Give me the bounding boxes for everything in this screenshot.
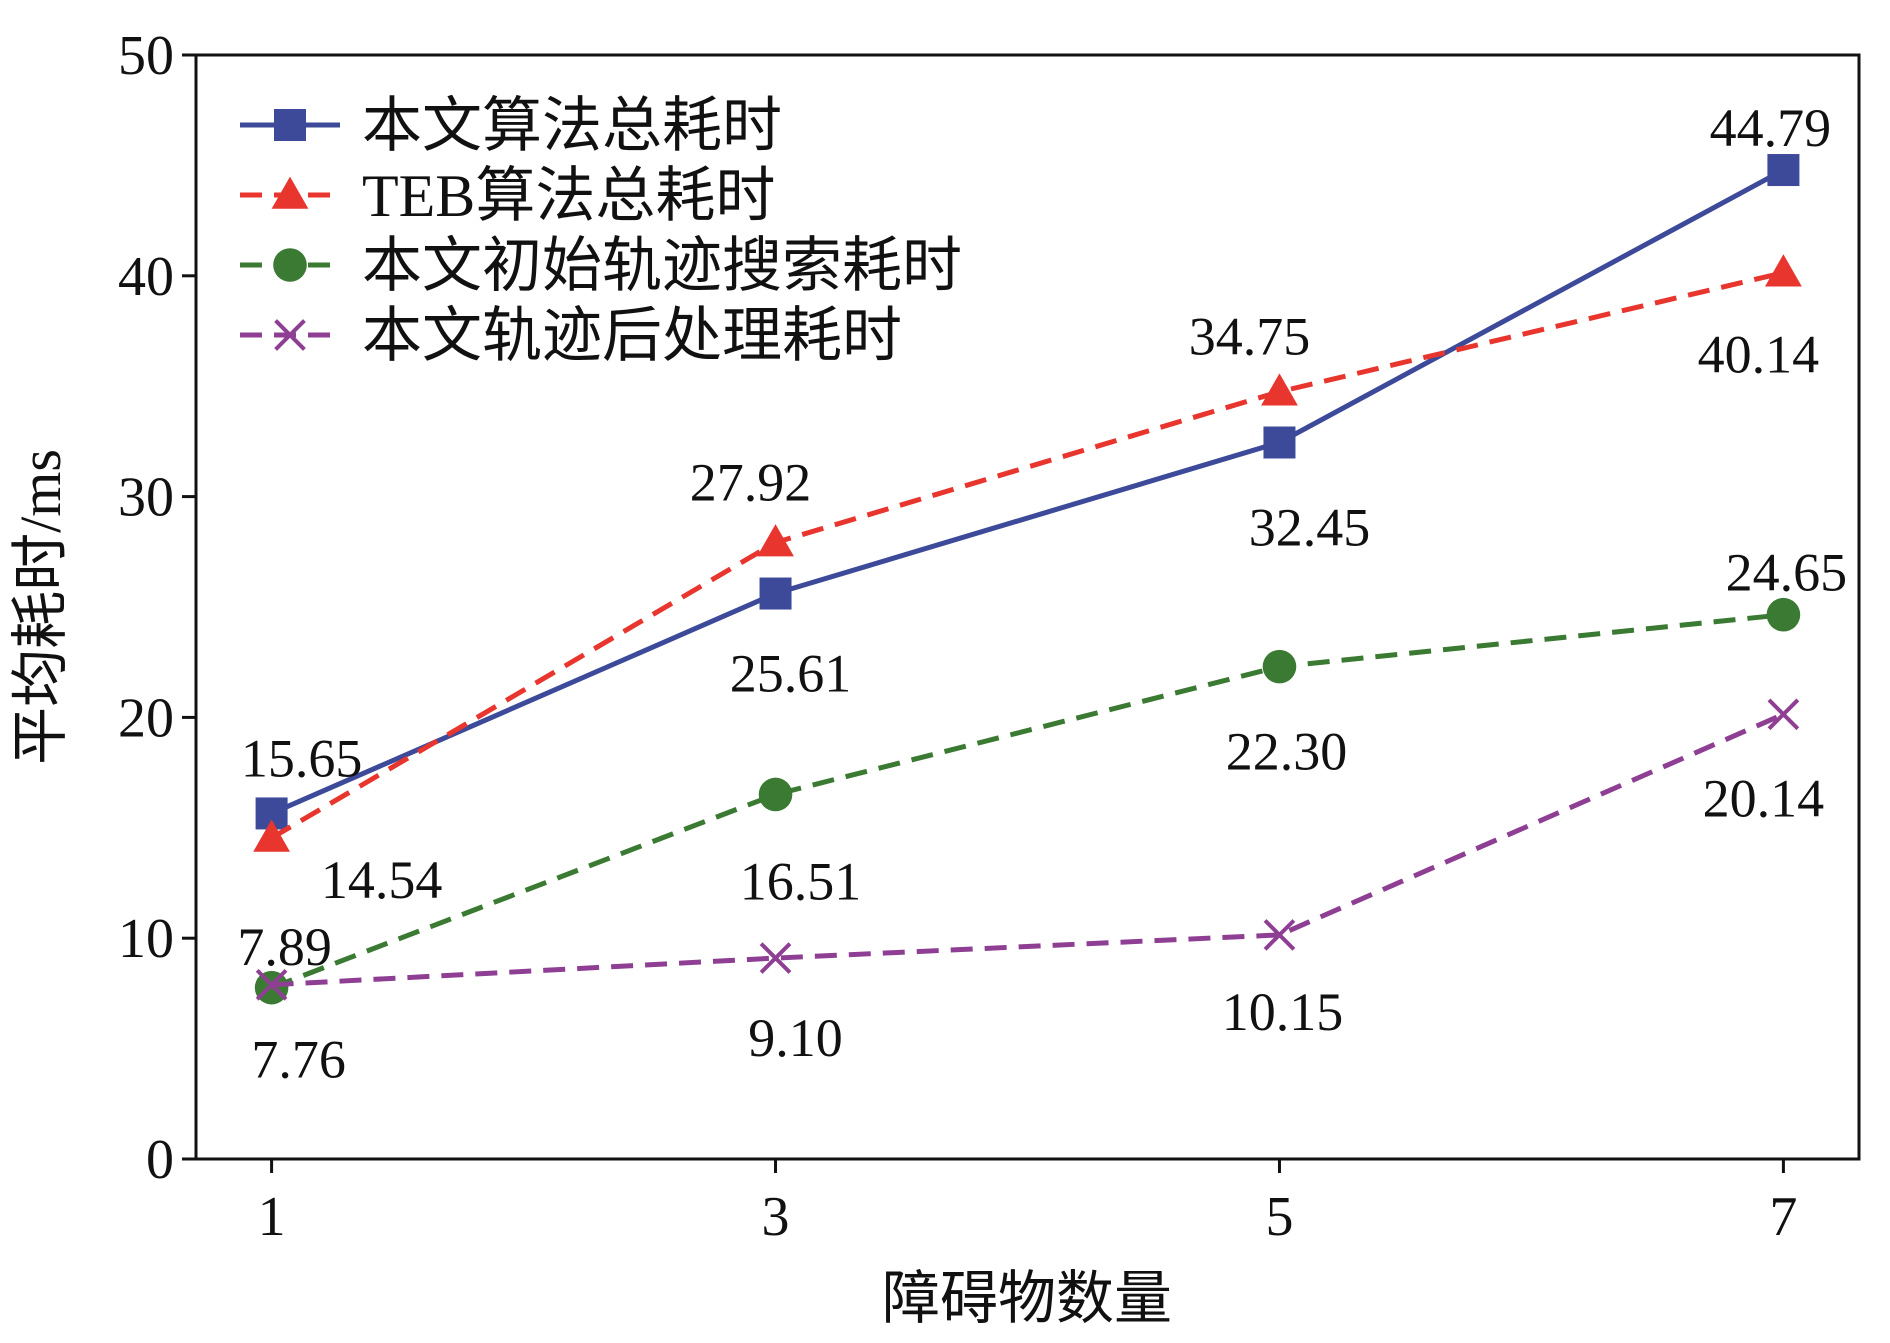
circle-marker [254, 970, 289, 1005]
data-label: 7.76 [251, 1030, 346, 1090]
data-label: 25.61 [730, 644, 852, 704]
series-line [270, 612, 1784, 990]
x-tick-label: 5 [1265, 1186, 1293, 1248]
legend-item: 本文轨迹后处理耗时 [240, 303, 902, 369]
square-marker [1263, 426, 1296, 459]
triangle-marker [1261, 373, 1298, 406]
circle-marker [273, 248, 307, 282]
circle-marker [1766, 597, 1801, 632]
x-tick-label: 3 [762, 1186, 790, 1248]
data-label: 14.54 [321, 850, 443, 910]
triangle-marker [271, 176, 309, 209]
x-tick-label: 7 [1769, 1186, 1797, 1248]
y-tick-label: 10 [118, 908, 174, 970]
y-tick-label: 30 [118, 467, 174, 529]
x-axis-title: 障碍物数量 [882, 1266, 1172, 1331]
data-label: 32.45 [1249, 498, 1371, 558]
triangle-marker [253, 819, 290, 852]
data-label: 27.92 [690, 453, 812, 513]
triangle-marker [1765, 254, 1802, 287]
y-tick-label: 50 [118, 25, 174, 87]
legend-item: 本文初始轨迹搜索耗时 [240, 233, 962, 299]
data-labels: 15.65 25.61 32.45 44.79 14.54 27.92 34.75 40.14… [237, 98, 1847, 1090]
square-marker [759, 577, 792, 610]
legend-label: 本文算法总耗时 [362, 93, 782, 159]
series-line [270, 270, 1784, 841]
series-layer [253, 154, 1802, 1005]
y-tick-label: 0 [146, 1129, 174, 1191]
y-tick-label: 20 [118, 687, 174, 749]
legend-label: 本文轨迹后处理耗时 [362, 303, 902, 369]
series-line [271, 712, 1785, 988]
series-1 [253, 254, 1802, 852]
series-2 [254, 597, 1801, 1005]
data-label: 24.65 [1726, 543, 1848, 603]
legend-label: 本文初始轨迹搜索耗时 [362, 233, 962, 299]
circle-marker [758, 777, 793, 812]
data-label: 22.30 [1226, 722, 1348, 782]
data-label: 34.75 [1189, 307, 1311, 367]
data-label: 15.65 [241, 728, 363, 788]
data-label: 20.14 [1703, 768, 1825, 828]
x-marker [1263, 919, 1296, 951]
data-label: 44.79 [1710, 98, 1832, 158]
y-axis-ticks: 0 10 20 30 40 50 [118, 25, 196, 1191]
x-tick-label: 1 [258, 1186, 286, 1248]
x-marker [759, 942, 792, 974]
y-tick-label: 40 [118, 246, 174, 308]
plot-frame [194, 53, 1861, 1161]
data-label: 40.14 [1698, 325, 1820, 385]
x-axis-ticks: 1 3 5 7 [258, 1159, 1797, 1248]
legend-item: TEB算法总耗时 [240, 163, 775, 229]
legend-item: 本文算法总耗时 [240, 93, 782, 159]
x-marker [255, 968, 288, 1001]
triangle-marker [757, 524, 794, 557]
data-label: 7.89 [237, 917, 332, 977]
square-marker [1767, 154, 1800, 187]
x-marker [1767, 698, 1800, 731]
square-marker [274, 109, 306, 141]
x-marker [274, 319, 306, 351]
data-label: 10.15 [1222, 982, 1344, 1042]
data-label: 9.10 [748, 1008, 843, 1068]
circle-marker [1262, 649, 1297, 684]
legend-label: TEB算法总耗时 [362, 163, 775, 229]
series-0 [255, 154, 1800, 830]
series-3 [255, 698, 1800, 1001]
data-label: 16.51 [740, 851, 862, 911]
series-line [270, 167, 1785, 816]
y-axis-title: 平均耗时/ms [8, 449, 73, 765]
